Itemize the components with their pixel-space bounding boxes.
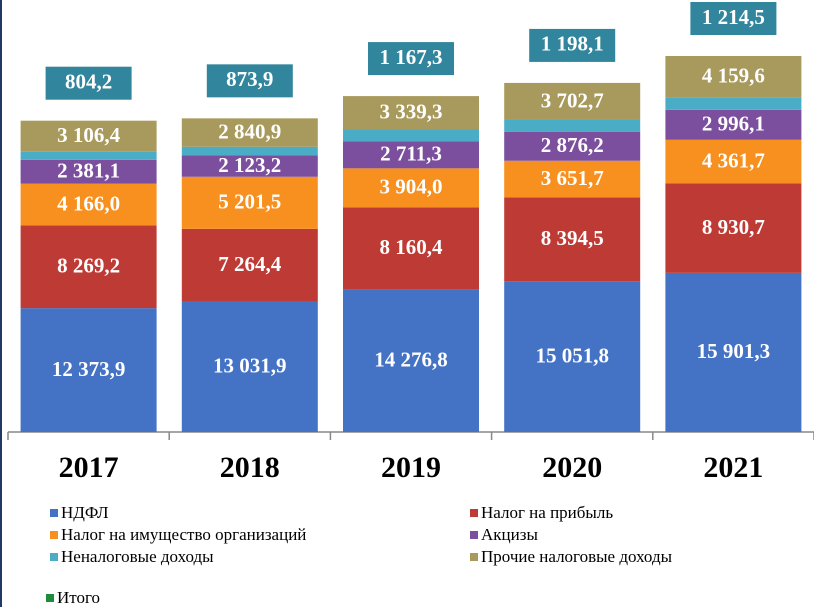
- bar-segment: [20, 308, 157, 432]
- value-label: 8 394,5: [541, 226, 604, 250]
- bar-segment: [20, 151, 157, 160]
- bar-segment: [504, 281, 641, 432]
- value-label: 3 702,7: [541, 88, 604, 112]
- legend-label: Налог на имущество организаций: [61, 525, 306, 544]
- value-label: 7 264,4: [218, 252, 282, 276]
- value-label: 2 123,2: [218, 153, 281, 177]
- bar-segment: [504, 82, 641, 120]
- value-label: 15 901,3: [697, 339, 771, 363]
- bar-segment: [343, 289, 479, 432]
- legend-label: Акцизы: [481, 525, 538, 544]
- bar-segment: [504, 131, 641, 161]
- legend-label: Неналоговые доходы: [61, 547, 214, 566]
- value-label: 12 373,9: [52, 357, 126, 381]
- legend-swatch: [50, 509, 58, 517]
- bar-segment: [665, 272, 802, 432]
- total-box: [529, 28, 616, 62]
- bar-segment: [504, 160, 641, 198]
- legend-swatch: [46, 594, 54, 602]
- total-box: [690, 2, 777, 35]
- value-label: 3 339,3: [380, 100, 443, 124]
- bar-segment: [343, 129, 479, 142]
- value-label: 1 214,5: [702, 5, 765, 29]
- total-box: [45, 66, 132, 100]
- value-label: 3 106,4: [57, 123, 121, 147]
- bar-segment: [665, 183, 802, 273]
- bar-segment: [665, 139, 802, 184]
- legend-swatch: [50, 553, 58, 561]
- x-tick-label: 2020: [542, 451, 602, 484]
- value-label: 8 269,2: [57, 254, 120, 278]
- bar-segment: [343, 168, 479, 208]
- value-label: 804,2: [65, 70, 112, 94]
- bar-segment: [343, 207, 479, 290]
- value-label: 2 996,1: [702, 112, 765, 136]
- legend-label: Итого: [57, 588, 100, 607]
- value-label: 2 381,1: [57, 159, 120, 183]
- value-label: 3 651,7: [541, 166, 604, 190]
- bar-segment: [20, 225, 157, 309]
- legend-swatch: [470, 531, 478, 539]
- value-label: 14 276,8: [374, 347, 448, 371]
- legend-swatch: [470, 509, 478, 517]
- legend-swatch: [50, 531, 58, 539]
- value-label: 3 904,0: [380, 175, 443, 199]
- bar-segment: [20, 120, 157, 152]
- value-label: 15 051,8: [535, 343, 609, 367]
- bar-segment: [665, 56, 802, 98]
- value-label: 5 201,5: [218, 190, 281, 214]
- legend-label: Налог на прибыль: [481, 503, 613, 522]
- x-tick-label: 2018: [220, 451, 280, 484]
- x-tick-label: 2019: [381, 451, 441, 484]
- total-box: [206, 64, 293, 98]
- value-label: 4 361,7: [702, 148, 765, 172]
- bar-segment: [504, 197, 641, 282]
- bar-segment: [20, 183, 157, 226]
- bar-segment: [665, 109, 802, 140]
- bar-segment: [665, 97, 802, 110]
- bar-segment: [181, 228, 318, 302]
- value-label: 13 031,9: [213, 354, 287, 378]
- value-label: 2 876,2: [541, 133, 604, 157]
- x-tick-label: 2021: [703, 451, 763, 484]
- bar-segment: [181, 155, 318, 177]
- total-box: [368, 42, 454, 76]
- value-label: 8 930,7: [702, 215, 765, 239]
- value-label: 1 167,3: [380, 45, 443, 69]
- bar-segment: [504, 119, 641, 132]
- value-label: 1 198,1: [541, 32, 604, 56]
- value-label: 8 160,4: [380, 235, 444, 259]
- bar-segment: [343, 141, 479, 169]
- legend-label: Прочие налоговые доходы: [481, 547, 673, 566]
- bar-segment: [20, 159, 157, 184]
- bar-segment: [181, 301, 318, 432]
- legend-swatch: [470, 553, 478, 561]
- bar-segment: [181, 176, 318, 229]
- value-label: 4 159,6: [702, 64, 765, 88]
- value-label: 873,9: [226, 67, 273, 91]
- value-label: 2 711,3: [380, 142, 442, 166]
- value-label: 2 840,9: [218, 119, 281, 143]
- bar-segment: [181, 118, 318, 147]
- bar-segment: [181, 146, 318, 156]
- x-tick-label: 2017: [59, 451, 119, 484]
- bar-segment: [343, 96, 479, 130]
- legend-label: НДФЛ: [61, 503, 109, 522]
- value-label: 4 166,0: [57, 191, 120, 215]
